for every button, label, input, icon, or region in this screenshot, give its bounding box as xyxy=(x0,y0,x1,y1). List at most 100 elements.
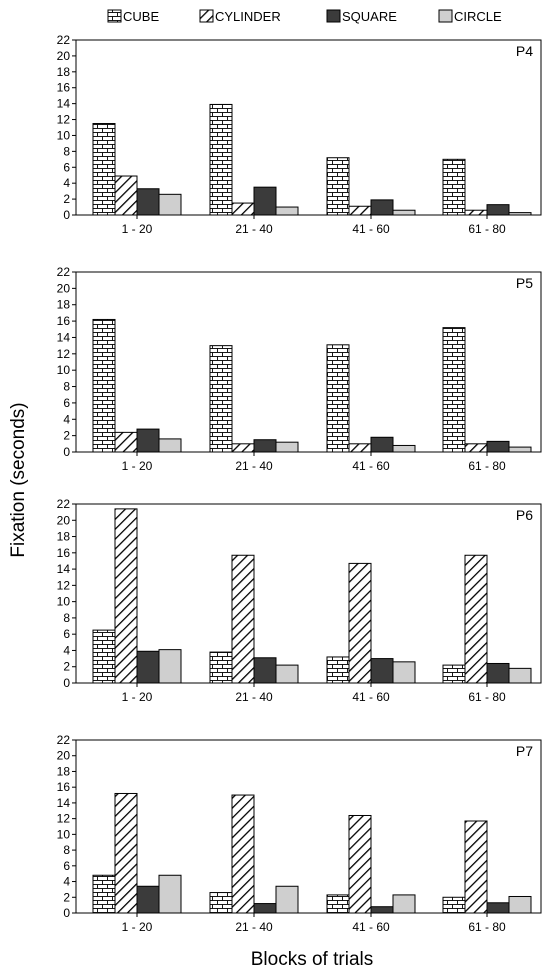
bar-cylinder-61-80 xyxy=(464,443,488,453)
bar-cylinder-61-80 xyxy=(464,554,488,684)
bar-circle-61-80 xyxy=(508,446,532,453)
bar-cube-21-40 xyxy=(209,892,233,914)
y-tick-label: 20 xyxy=(57,49,71,63)
bar-cylinder-1-20 xyxy=(114,175,138,216)
bar-cylinder-61-80 xyxy=(464,820,488,914)
y-tick-label: 10 xyxy=(57,595,71,609)
chart-panel-p5: 0 2 4 6 8 10 12 14 16 18 20 22 P5 1 - 20 21 - 40 41 - 6… xyxy=(57,265,542,473)
bar-circle-61-80 xyxy=(508,667,532,684)
y-tick-label: 2 xyxy=(63,429,70,443)
y-tick-label: 12 xyxy=(57,812,71,826)
y-tick-label: 6 xyxy=(63,627,70,641)
y-tick-label: 12 xyxy=(57,578,71,592)
y-tick-label: 6 xyxy=(63,396,70,410)
plot-frame xyxy=(75,271,542,453)
y-tick-label: 10 xyxy=(57,363,71,377)
x-tick-label: 61 - 80 xyxy=(468,459,506,473)
bar-square-61-80 xyxy=(486,902,510,914)
bar-circle-21-40 xyxy=(275,885,299,914)
bar-circle-61-80 xyxy=(508,212,532,216)
x-tick-label: 41 - 60 xyxy=(352,222,390,236)
y-tick-label: 4 xyxy=(63,412,70,426)
legend-label-circle: CIRCLE xyxy=(454,9,502,24)
y-tick-label: 6 xyxy=(63,859,70,873)
plot-frame xyxy=(75,503,542,684)
y-tick-label: 2 xyxy=(63,890,70,904)
bar-cylinder-41-60 xyxy=(348,814,372,914)
y-tick-label: 0 xyxy=(63,208,70,222)
legend-label-square: SQUARE xyxy=(342,9,397,24)
bar-cube-21-40 xyxy=(209,103,233,216)
bar-square-61-80 xyxy=(486,440,510,453)
bar-circle-21-40 xyxy=(275,664,299,684)
x-tick-label: 61 - 80 xyxy=(468,222,506,236)
bar-cylinder-21-40 xyxy=(231,202,255,216)
bar-cube-1-20 xyxy=(92,318,116,453)
bar-circle-61-80 xyxy=(508,895,532,914)
plot-frame xyxy=(75,39,542,216)
bar-square-41-60 xyxy=(370,199,394,216)
bar-cylinder-1-20 xyxy=(114,431,138,453)
bar-circle-41-60 xyxy=(392,661,416,684)
plot-frame xyxy=(75,739,542,914)
bar-square-61-80 xyxy=(486,662,510,684)
legend: CUBE CYLINDER SQUARE CIRCLE xyxy=(107,9,502,24)
bar-square-41-60 xyxy=(370,436,394,453)
y-tick-label: 22 xyxy=(57,733,71,747)
bar-cube-61-80 xyxy=(442,327,466,453)
bar-circle-1-20 xyxy=(158,874,182,914)
chart-panel-p6: 0 2 4 6 8 10 12 14 16 18 20 22 P6 1 - 20 21 - 40 41 - 6… xyxy=(57,497,542,704)
legend-label-cube: CUBE xyxy=(123,9,159,24)
bar-circle-1-20 xyxy=(158,193,182,216)
bar-circle-41-60 xyxy=(392,894,416,914)
bar-circle-21-40 xyxy=(275,441,299,453)
panel-label: P6 xyxy=(516,507,533,523)
x-tick-label: 41 - 60 xyxy=(352,920,390,934)
bar-cube-1-20 xyxy=(92,874,116,914)
y-tick-label: 20 xyxy=(57,281,71,295)
y-tick-label: 14 xyxy=(57,97,71,111)
y-tick-label: 22 xyxy=(57,265,71,279)
bar-square-1-20 xyxy=(136,428,160,453)
y-tick-label: 14 xyxy=(57,330,71,344)
y-tick-label: 4 xyxy=(63,176,70,190)
y-axis-label: Fixation (seconds) xyxy=(8,402,29,557)
y-tick-label: 0 xyxy=(63,676,70,690)
x-tick-label: 1 - 20 xyxy=(122,459,153,473)
y-tick-label: 22 xyxy=(57,33,71,47)
bar-square-21-40 xyxy=(253,657,277,684)
bar-circle-21-40 xyxy=(275,206,299,216)
y-tick-label: 20 xyxy=(57,749,71,763)
bar-cylinder-21-40 xyxy=(231,443,255,453)
x-tick-label: 41 - 60 xyxy=(352,690,390,704)
y-tick-label: 0 xyxy=(63,445,70,459)
legend-swatch-cube xyxy=(107,9,122,23)
x-tick-label: 21 - 40 xyxy=(235,459,273,473)
y-tick-label: 4 xyxy=(63,875,70,889)
bar-circle-41-60 xyxy=(392,209,416,216)
y-tick-label: 16 xyxy=(57,546,71,560)
bar-cube-61-80 xyxy=(442,664,466,684)
bar-cube-61-80 xyxy=(442,896,466,914)
bar-cylinder-1-20 xyxy=(114,508,138,684)
legend-label-cylinder: CYLINDER xyxy=(215,9,281,24)
y-tick-label: 12 xyxy=(57,113,71,127)
y-tick-label: 10 xyxy=(57,128,71,142)
legend-swatch-cylinder xyxy=(199,9,214,23)
y-tick-label: 22 xyxy=(57,497,71,511)
panel-label: P7 xyxy=(516,743,533,759)
y-tick-label: 2 xyxy=(63,192,70,206)
x-tick-label: 61 - 80 xyxy=(468,690,506,704)
bar-cube-41-60 xyxy=(326,157,350,216)
bar-cylinder-1-20 xyxy=(114,792,138,914)
bar-cylinder-21-40 xyxy=(231,554,255,684)
y-tick-label: 16 xyxy=(57,314,71,328)
bar-square-61-80 xyxy=(486,204,510,216)
y-tick-label: 18 xyxy=(57,65,71,79)
y-tick-label: 16 xyxy=(57,780,71,794)
bar-cube-1-20 xyxy=(92,123,116,216)
bar-square-1-20 xyxy=(136,650,160,684)
